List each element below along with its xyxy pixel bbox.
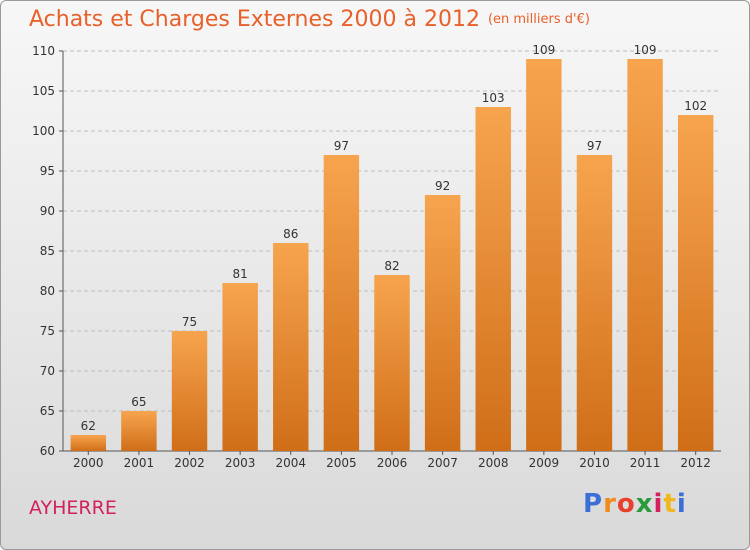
bar [323, 155, 360, 451]
x-tick-label: 2001 [124, 456, 155, 470]
x-tick-label: 2002 [174, 456, 205, 470]
logo-letter: x [635, 489, 654, 519]
logo-letter: o [616, 489, 636, 519]
x-tick-label: 2010 [579, 456, 610, 470]
x-tick-label: 2005 [326, 456, 357, 470]
y-tick-label: 110 [32, 44, 55, 58]
x-tick-label: 2012 [680, 456, 711, 470]
proxiti-logo: Proxiti [583, 489, 687, 519]
y-tick-label: 90 [40, 204, 55, 218]
y-tick-label: 85 [40, 244, 55, 258]
y-tick-label: 65 [40, 404, 55, 418]
x-tick-label: 2011 [630, 456, 661, 470]
y-tick-label: 105 [32, 84, 55, 98]
bar [526, 59, 562, 451]
x-tick-label: 2009 [529, 456, 560, 470]
bar [374, 275, 410, 451]
bar-value-label: 82 [384, 259, 399, 273]
y-tick-label: 95 [40, 164, 55, 178]
bar [70, 435, 107, 451]
bar [424, 195, 461, 451]
logo-letter: t [663, 489, 677, 519]
bar [475, 107, 511, 451]
logo-letter: i [676, 489, 687, 519]
bar-chart: 60 65 70 75 80 85 90 95 100 105 110 62 2000 65 2001 75… [32, 43, 721, 470]
y-tick-label: 60 [40, 444, 55, 458]
bars [70, 59, 714, 451]
logo-letter: r [603, 489, 617, 519]
bar [171, 331, 208, 451]
bar-value-label: 109 [532, 43, 555, 57]
y-tick-label: 75 [40, 324, 55, 338]
bar-value-label: 109 [634, 43, 657, 57]
commune-name: AYHERRE [29, 497, 117, 519]
x-tick-label: 2008 [478, 456, 509, 470]
y-tick-label: 100 [32, 124, 55, 138]
bar-value-label: 103 [482, 91, 505, 105]
bar-value-label: 97 [587, 139, 602, 153]
bar-value-label: 102 [684, 99, 707, 113]
x-tick-label: 2006 [377, 456, 408, 470]
bar [627, 59, 663, 451]
y-tick-label: 80 [40, 284, 55, 298]
bar-value-label: 92 [435, 179, 450, 193]
x-tick-label: 2000 [73, 456, 104, 470]
bar-value-label: 81 [233, 267, 248, 281]
bar [273, 243, 309, 451]
bar [121, 411, 157, 451]
bar-value-label: 97 [334, 139, 349, 153]
x-tick-label: 2003 [225, 456, 256, 470]
axes: 60 65 70 75 80 85 90 95 100 105 110 [32, 44, 721, 458]
y-tick-label: 70 [40, 364, 55, 378]
logo-letter: i [653, 489, 664, 519]
bar-value-label: 65 [131, 395, 146, 409]
bar-value-label: 75 [182, 315, 197, 329]
bar [222, 283, 258, 451]
x-tick-label: 2007 [427, 456, 458, 470]
bar [576, 155, 613, 451]
chart-title-text: Achats et Charges Externes 2000 à 2012 [29, 7, 480, 32]
bar-value-label: 62 [81, 419, 96, 433]
chart-title: Achats et Charges Externes 2000 à 2012 (e… [29, 7, 590, 32]
x-tick-label: 2004 [275, 456, 306, 470]
bar-value-label: 86 [283, 227, 298, 241]
chart-unit: (en milliers d'€) [487, 12, 590, 27]
bar [677, 115, 714, 451]
labels: 62 2000 65 2001 75 2002 81 2003 86 2004 97 2005 82 20… [73, 43, 711, 470]
logo-letter: P [583, 489, 604, 519]
